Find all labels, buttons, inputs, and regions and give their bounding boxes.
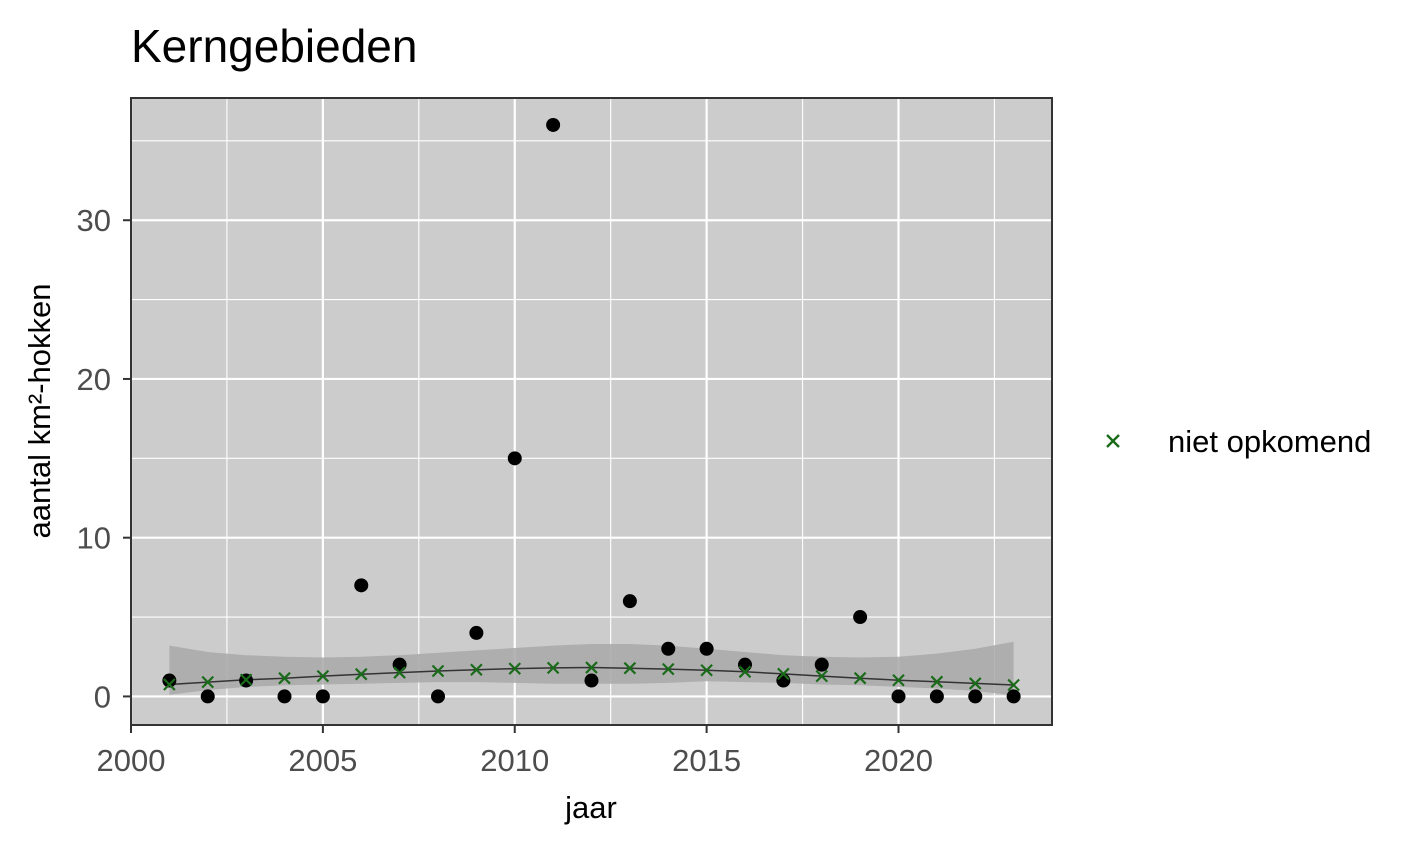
- x-tick-label: 2005: [288, 743, 357, 778]
- y-tick-label: 20: [77, 362, 111, 397]
- x-axis-title: jaar: [564, 790, 617, 825]
- legend-cross-icon: [1106, 434, 1120, 448]
- data-point: [699, 641, 714, 656]
- panel-border: [130, 97, 1053, 726]
- crosses-layer: [163, 661, 1020, 692]
- cross-point: [354, 667, 368, 681]
- data-point: [431, 689, 445, 704]
- plot-panel: [131, 98, 1052, 725]
- x-tick-label: 2000: [97, 743, 166, 778]
- cross-point: [508, 662, 522, 675]
- x-axis: 2000 2005 2010 2015 2020: [97, 725, 933, 778]
- data-point: [507, 451, 522, 466]
- data-point: [1006, 689, 1021, 704]
- data-point: [584, 673, 599, 688]
- cross-point: [968, 677, 982, 690]
- cross-point: [393, 666, 406, 679]
- data-point: [469, 625, 484, 640]
- legend: niet opkomend: [1106, 424, 1371, 459]
- cross-point: [892, 673, 905, 687]
- data-point: [891, 689, 906, 704]
- y-tick-label: 30: [77, 203, 111, 238]
- y-axis: 0 10 20 30: [77, 203, 131, 714]
- data-point: [776, 673, 791, 688]
- cross-point: [738, 665, 752, 679]
- legend-key-cross: [1106, 434, 1120, 448]
- cross-point: [700, 663, 713, 677]
- data-point: [661, 641, 676, 656]
- data-point: [738, 657, 752, 672]
- cross-point: [585, 661, 598, 674]
- cross-point: [777, 667, 790, 681]
- data-point: [200, 689, 215, 704]
- cross-point: [316, 669, 330, 683]
- chart-title: Kerngebieden: [131, 20, 417, 72]
- cross-point: [853, 671, 867, 685]
- data-point: [853, 610, 868, 625]
- y-tick-label: 0: [94, 679, 111, 714]
- cross-point: [431, 664, 445, 678]
- cross-point: [163, 678, 176, 691]
- data-point: [354, 578, 369, 593]
- data-point: [277, 689, 292, 704]
- data-point: [814, 657, 829, 672]
- cross-point: [930, 675, 944, 689]
- data-point: [546, 117, 561, 132]
- cross-point: [278, 671, 291, 685]
- cross-point: [815, 669, 829, 683]
- cross-point: [239, 673, 253, 687]
- cross-point: [661, 662, 675, 676]
- cross-point: [623, 661, 637, 675]
- x-tick-label: 2020: [864, 743, 933, 778]
- data-point: [968, 689, 983, 704]
- cross-point: [201, 675, 215, 689]
- y-tick-label: 10: [77, 521, 111, 556]
- data-point: [162, 673, 177, 688]
- cross-point: [546, 661, 560, 675]
- x-tick-label: 2010: [480, 743, 549, 778]
- data-point: [392, 657, 407, 672]
- data-point: [929, 689, 944, 704]
- legend-label: niet opkomend: [1168, 424, 1371, 459]
- x-tick-label: 2015: [672, 743, 741, 778]
- data-point: [315, 689, 330, 704]
- cross-point: [1007, 678, 1020, 692]
- cross-point: [470, 663, 483, 677]
- y-axis-title: aantal km²-hokken: [22, 283, 57, 538]
- data-point: [622, 594, 637, 609]
